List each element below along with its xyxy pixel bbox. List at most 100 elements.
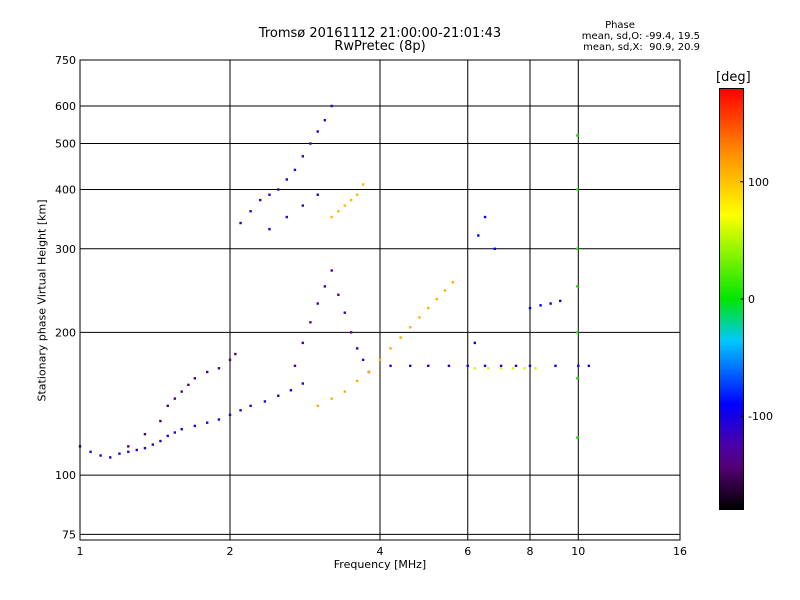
data-point — [228, 358, 232, 362]
data-point — [451, 281, 455, 284]
points-layer — [78, 104, 591, 459]
data-point — [554, 364, 557, 368]
data-point — [466, 364, 469, 368]
data-point — [301, 382, 305, 385]
chart-title: Tromsø 20161112 21:00:00-21:01:43 — [258, 26, 502, 41]
data-point — [193, 377, 197, 380]
data-point — [499, 364, 503, 368]
data-point — [249, 210, 252, 213]
data-point — [187, 383, 190, 387]
data-point — [316, 302, 319, 305]
x-tick-label: 6 — [464, 545, 471, 558]
data-point — [577, 364, 580, 368]
data-point — [289, 389, 293, 392]
data-point — [487, 367, 490, 370]
x-tick-label: 10 — [571, 545, 585, 558]
colorbar-label: [deg] — [716, 70, 751, 85]
y-tick-label: 100 — [55, 469, 76, 482]
data-point — [409, 364, 412, 368]
y-tick-label: 500 — [55, 138, 76, 151]
phase-stats-title: Phase — [605, 20, 635, 31]
data-point — [293, 364, 297, 368]
data-point — [483, 364, 487, 368]
data-point — [587, 364, 591, 368]
data-point — [355, 379, 359, 383]
y-tick-label: 300 — [55, 243, 76, 256]
data-point — [343, 390, 347, 393]
ticks-layer: 1 2 4 6 8 10 16 75 100 200 300 400 500 600 750 — [55, 54, 687, 558]
data-point — [528, 306, 532, 310]
data-point — [127, 450, 130, 454]
colorbar — [719, 88, 744, 510]
data-point — [337, 293, 340, 296]
data-point — [143, 432, 147, 436]
data-point — [239, 221, 242, 225]
data-point — [549, 302, 552, 305]
data-point — [576, 188, 579, 191]
data-point — [539, 304, 542, 307]
data-point — [99, 454, 102, 457]
data-point — [576, 247, 579, 250]
data-point — [285, 178, 288, 181]
data-point — [418, 316, 421, 319]
data-point — [228, 413, 232, 417]
data-point — [355, 193, 359, 196]
data-point — [514, 364, 518, 368]
grid-layer — [80, 60, 680, 540]
data-point — [576, 436, 579, 439]
data-point — [361, 183, 365, 186]
data-point — [493, 247, 497, 250]
data-point — [473, 341, 477, 345]
data-point — [268, 193, 271, 196]
data-point — [576, 285, 579, 288]
data-point — [239, 409, 242, 412]
data-point — [309, 142, 312, 145]
data-point — [301, 204, 305, 207]
data-point — [323, 285, 327, 288]
data-point — [435, 297, 438, 301]
data-point — [473, 367, 477, 370]
data-point — [259, 198, 262, 202]
data-point — [166, 434, 169, 438]
data-point — [309, 321, 312, 324]
data-point — [277, 394, 280, 397]
data-point — [205, 370, 209, 374]
x-tick-label: 1 — [77, 545, 84, 558]
data-point — [301, 155, 305, 158]
data-point — [217, 367, 221, 370]
data-point — [159, 419, 162, 423]
data-point — [534, 367, 537, 370]
data-point — [483, 215, 487, 219]
data-point — [399, 336, 402, 339]
data-point — [263, 400, 267, 403]
data-point — [180, 427, 183, 431]
data-point — [576, 377, 579, 380]
data-point — [389, 347, 392, 350]
phase-stats: Phase mean, sd,O: -99.4, 19.5 mean, sd,X… — [560, 20, 700, 53]
x-tick-label: 2 — [227, 545, 234, 558]
data-point — [367, 370, 371, 374]
plot-frame — [79, 59, 681, 541]
data-point — [576, 134, 579, 137]
data-point — [173, 397, 177, 400]
data-point — [193, 424, 197, 428]
data-point — [330, 269, 333, 272]
data-point — [337, 210, 340, 213]
data-point — [109, 456, 112, 459]
y-tick-label: 750 — [55, 54, 76, 67]
phase-stats-x: mean, sd,X: 90.9, 20.9 — [583, 42, 700, 53]
data-point — [355, 347, 359, 350]
y-tick-label: 75 — [62, 528, 76, 541]
data-point — [268, 227, 271, 231]
data-point — [151, 443, 155, 446]
data-point — [234, 352, 237, 356]
data-point — [427, 364, 430, 368]
y-tick-label: 400 — [55, 184, 76, 197]
y-tick-label: 600 — [55, 100, 76, 113]
data-point — [576, 331, 579, 334]
data-point — [330, 104, 333, 108]
data-point — [277, 188, 280, 191]
data-point — [180, 390, 183, 393]
data-point — [135, 448, 138, 452]
